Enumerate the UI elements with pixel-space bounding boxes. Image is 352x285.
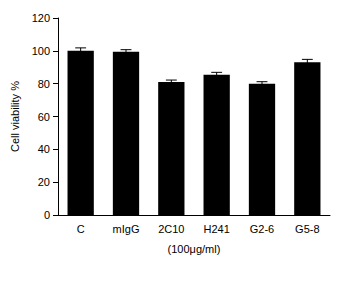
svg-text:C: C	[77, 223, 85, 235]
svg-text:G2-6: G2-6	[250, 223, 274, 235]
svg-text:Cell viability %: Cell viability %	[9, 81, 21, 152]
svg-text:H241: H241	[204, 223, 230, 235]
svg-text:60: 60	[38, 111, 50, 123]
svg-text:G5-8: G5-8	[295, 223, 319, 235]
svg-text:mIgG: mIgG	[113, 223, 140, 235]
svg-text:2C10: 2C10	[158, 223, 184, 235]
svg-text:40: 40	[38, 143, 50, 155]
svg-text:0: 0	[44, 209, 50, 221]
svg-text:80: 80	[38, 78, 50, 90]
svg-text:20: 20	[38, 176, 50, 188]
svg-text:120: 120	[32, 12, 50, 24]
svg-text:(100μg/ml): (100μg/ml)	[168, 243, 221, 255]
svg-text:100: 100	[32, 45, 50, 57]
